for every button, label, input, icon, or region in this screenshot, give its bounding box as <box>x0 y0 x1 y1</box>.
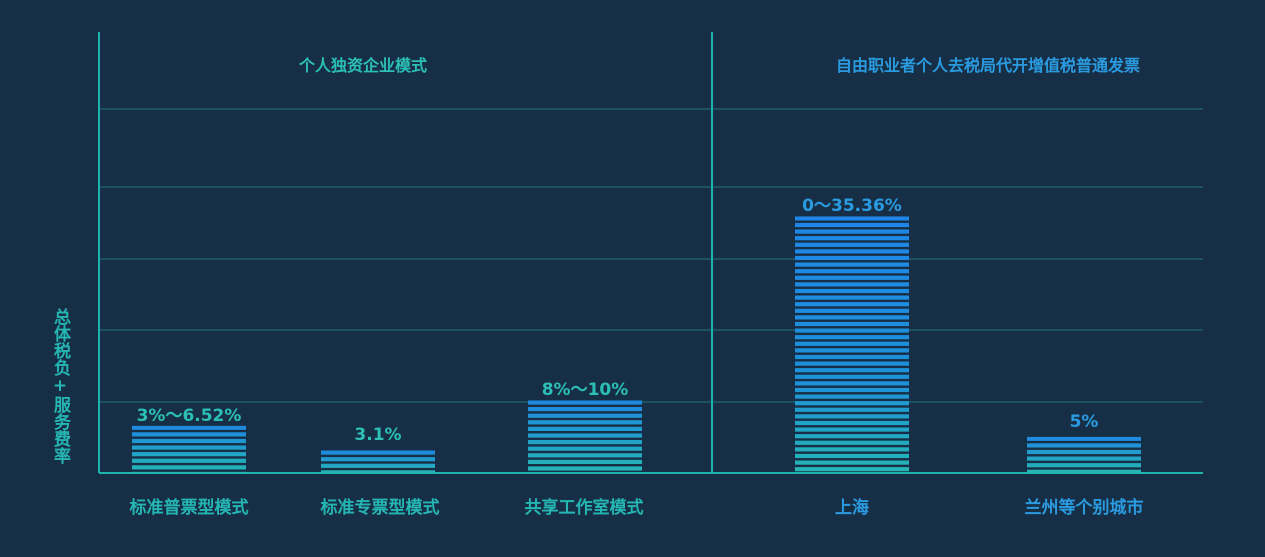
data-label: 5% <box>1069 411 1099 432</box>
bar <box>1027 436 1141 473</box>
data-label: 3%～6.52% <box>136 405 242 426</box>
data-label: 3.1% <box>354 425 402 446</box>
group-title-sole-proprietorship: 个人独资企业模式 <box>298 56 428 75</box>
bars <box>132 216 1141 473</box>
x-tick-label: 上海 <box>835 498 869 518</box>
bar <box>321 450 435 473</box>
axes <box>98 32 1203 474</box>
group-title-freelancer-invoice: 自由职业者个人去税局代开增值税普通发票 <box>835 56 1141 75</box>
gridlines <box>99 108 1203 403</box>
x-tick-label: 标准专票型模式 <box>320 498 440 518</box>
bar <box>795 216 909 473</box>
bar <box>132 425 246 473</box>
data-label: 0～35.36% <box>802 196 902 217</box>
x-tick-label: 共享工作室模式 <box>524 498 644 518</box>
data-label: 8%～10% <box>541 380 629 401</box>
bar <box>528 400 642 473</box>
y-axis-title: 总体税负+服务费率 <box>50 308 70 464</box>
x-tick-label: 兰州等个别城市 <box>1024 498 1144 518</box>
x-tick-label: 标准普票型模式 <box>129 498 249 518</box>
